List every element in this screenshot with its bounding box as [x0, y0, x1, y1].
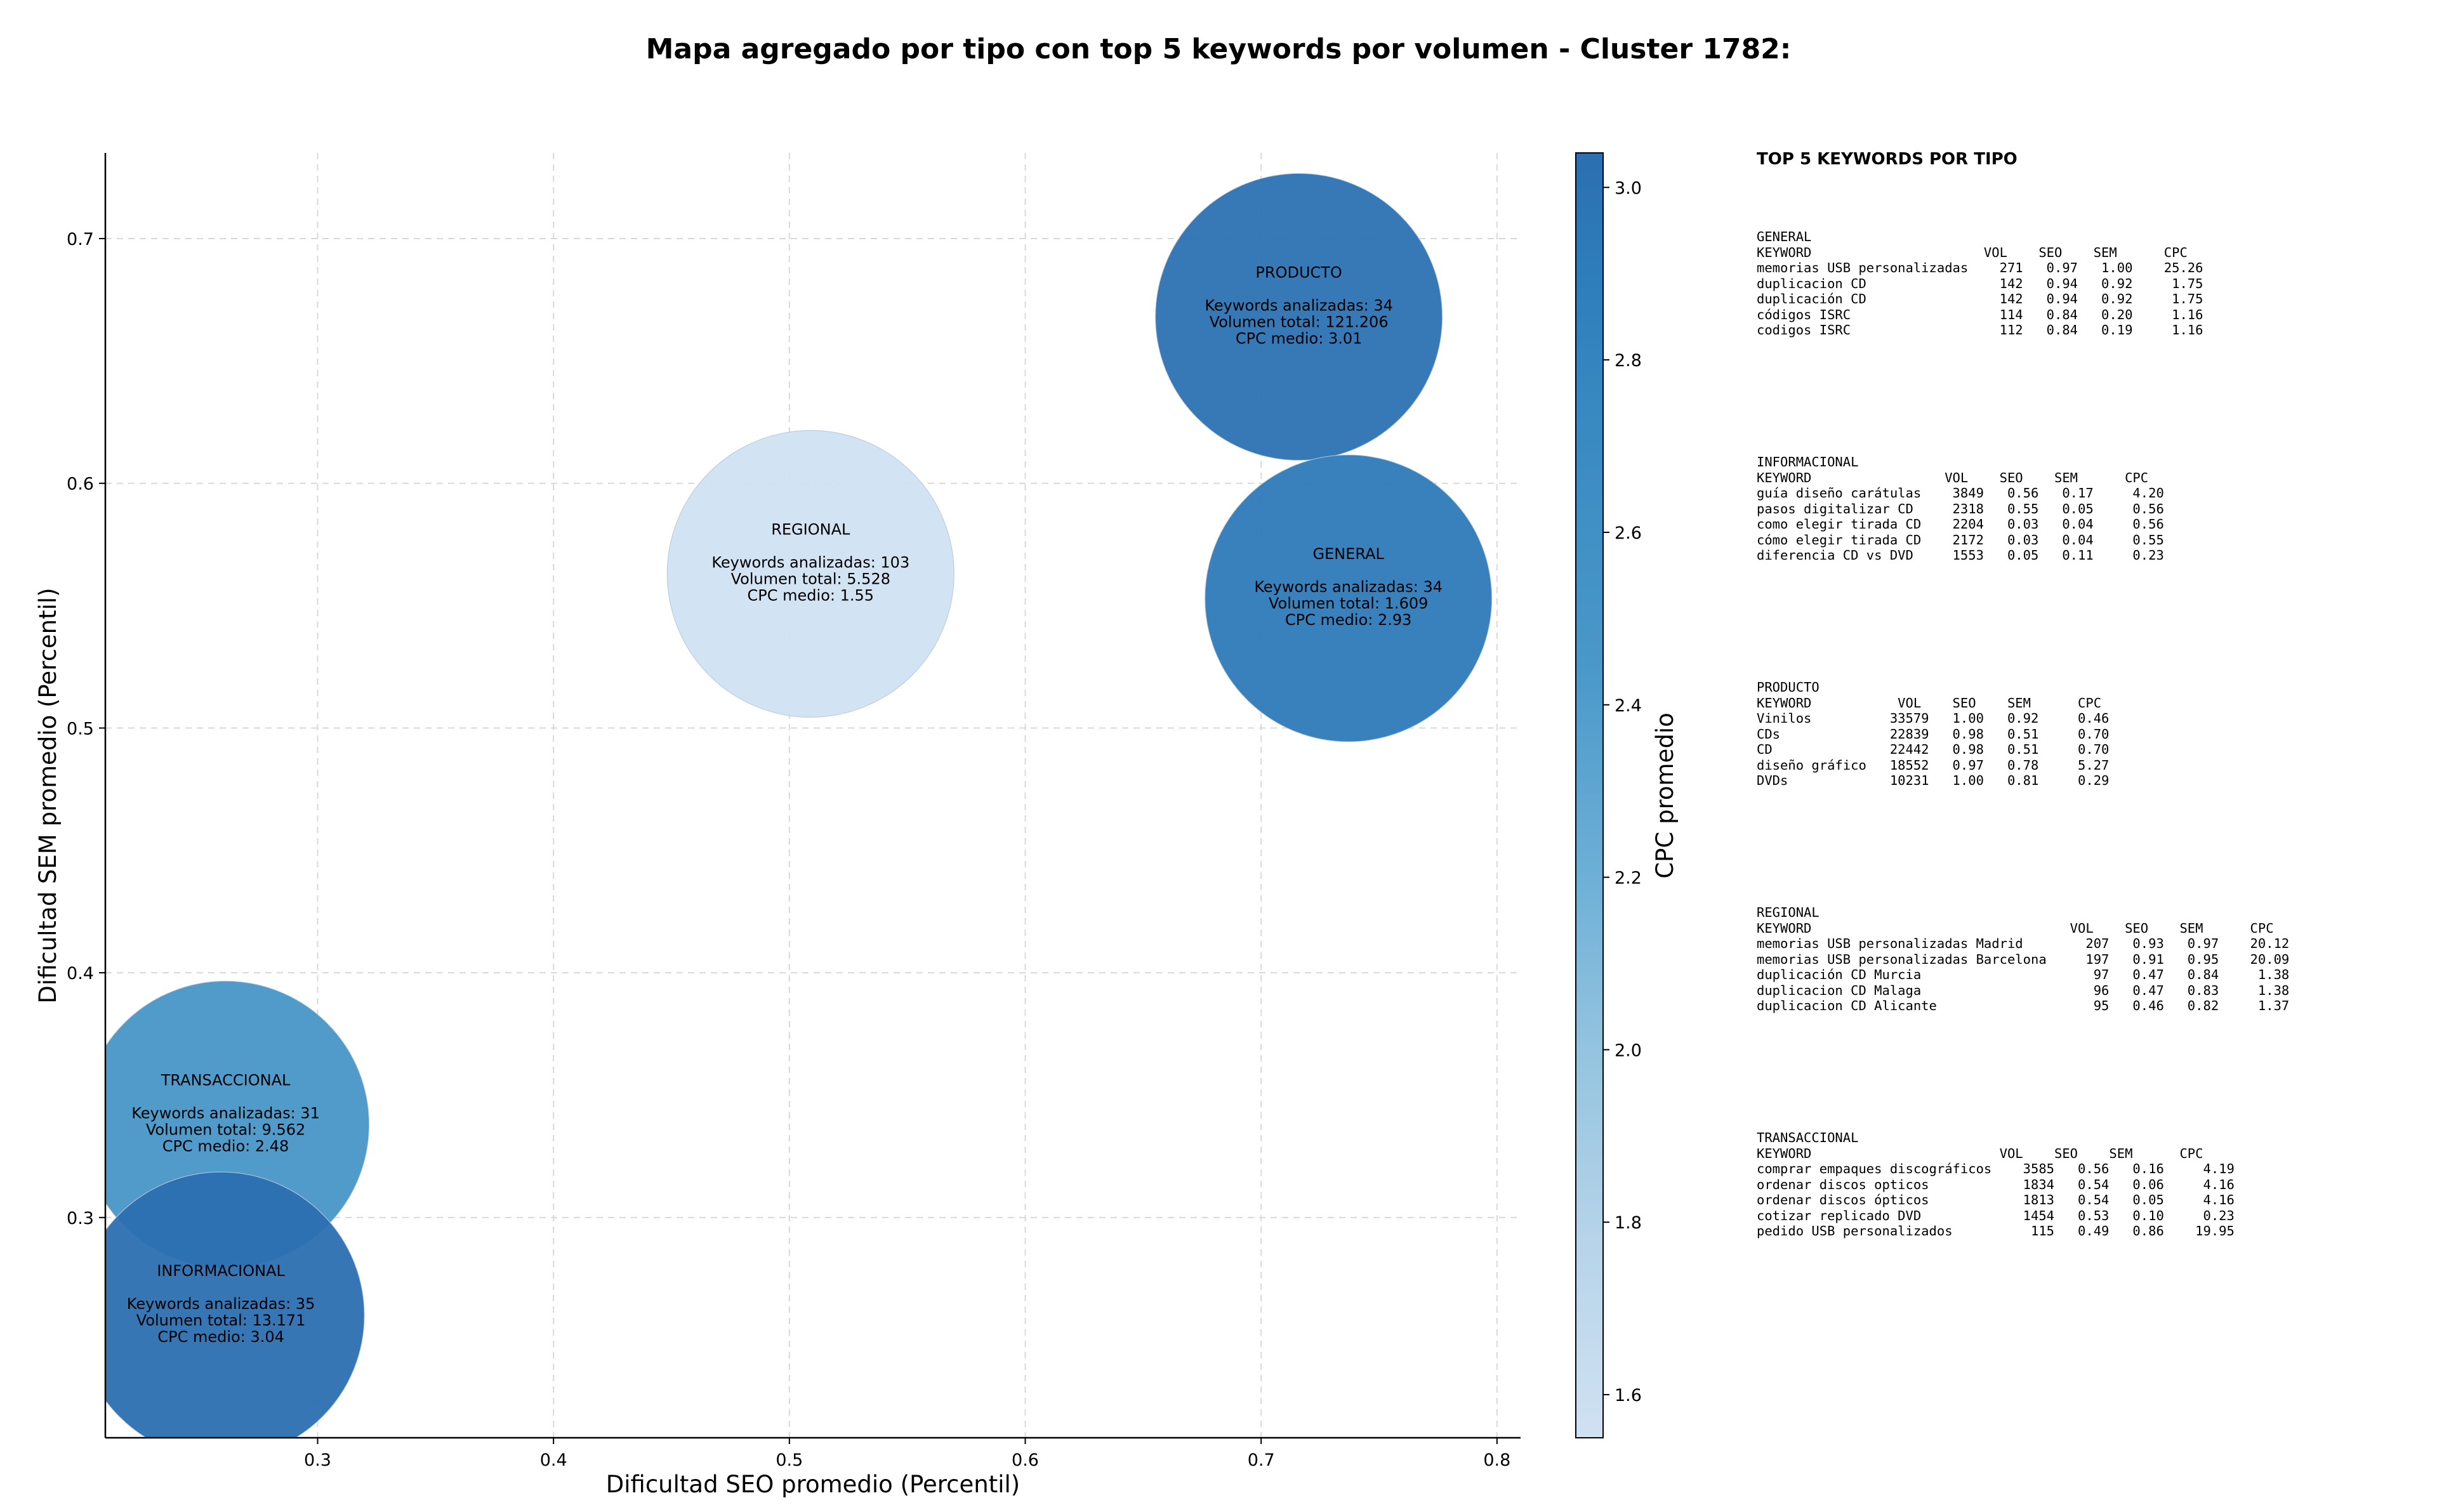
keyword-block-title: REGIONAL	[1757, 905, 1819, 920]
bubble-label-volume-label: Volumen total: 5.528	[731, 570, 890, 588]
bubble-regional	[666, 430, 954, 718]
bubble-label-keywords-label: Keywords analizadas: 34	[1254, 578, 1443, 596]
keyword-table-row: CDs 22839 0.98 0.51 0.70	[1757, 726, 2110, 742]
bubble-label-volume-label: Volumen total: 13.171	[136, 1311, 306, 1329]
colorbar-tick-label: 2.6	[1615, 523, 1642, 543]
bubble-label-cpc-label: CPC medio: 3.01	[1236, 329, 1363, 347]
bubbles	[105, 173, 1493, 1438]
x-tick-label: 0.8	[1483, 1450, 1510, 1470]
keyword-block-title: INFORMACIONAL	[1757, 454, 1859, 470]
keyword-table-row: cotizar replicado DVD 1454 0.53 0.10 0.2…	[1757, 1207, 2235, 1223]
keyword-table-row: como elegir tirada CD 2204 0.03 0.04 0.5…	[1757, 516, 2164, 532]
keyword-table-header: KEYWORD VOL SEO SEM CPC	[1757, 470, 2149, 485]
keyword-block-regional: REGIONAL KEYWORD VOL SEO SEM CPC memorias …	[1757, 905, 2429, 1130]
keyword-block-general: GENERAL KEYWORD VOL SEO SEM CPC memorias U…	[1757, 229, 2429, 454]
keyword-table-header: KEYWORD VOL SEO SEM CPC	[1757, 695, 2102, 711]
colorbar-tick-label: 2.2	[1615, 869, 1642, 888]
bubble-producto	[1155, 173, 1443, 461]
bubble-label-keywords-label: Keywords analizadas: 35	[127, 1295, 315, 1313]
colorbar-tick-label: 1.6	[1615, 1386, 1642, 1405]
y-tick-label: 0.7	[67, 230, 94, 249]
keyword-table-row: CD 22442 0.98 0.51 0.70	[1757, 742, 2110, 757]
keyword-table-row: ordenar discos opticos 1834 0.54 0.06 4.…	[1757, 1176, 2235, 1192]
colorbar-gradient	[1575, 152, 1604, 1438]
bubble-informacional	[105, 1171, 365, 1438]
top-keywords-title: TOP 5 KEYWORDS POR TIPO	[1757, 150, 2018, 169]
bubble-label-cpc-label: CPC medio: 3.04	[157, 1328, 284, 1346]
bubble-label-cpc-label: CPC medio: 2.93	[1285, 611, 1412, 629]
x-axis-label: Dificultad SEO promedio (Percentil)	[606, 1471, 1020, 1498]
keyword-table-row: diferencia CD vs DVD 1553 0.05 0.11 0.23	[1757, 548, 2164, 563]
x-tick-label: 0.3	[304, 1450, 331, 1470]
keyword-table-row: códigos ISRC 114 0.84 0.20 1.16	[1757, 306, 2203, 322]
keyword-table-row: duplicacion CD Alicante 95 0.46 0.82 1.3…	[1757, 998, 2290, 1013]
colorbar-tick-label: 1.8	[1615, 1213, 1642, 1233]
keyword-table-row: pasos digitalizar CD 2318 0.55 0.05 0.56	[1757, 501, 2164, 516]
y-tick-label: 0.5	[67, 719, 94, 739]
bubble-label-volume-label: Volumen total: 1.609	[1269, 595, 1428, 612]
keyword-block-producto: PRODUCTO KEYWORD VOL SEO SEM CPC Vinilos 3…	[1757, 680, 2429, 905]
keyword-table-header: KEYWORD VOL SEO SEM CPC	[1757, 920, 2274, 936]
colorbar-tick-label: 3.0	[1615, 178, 1642, 198]
keyword-table-row: comprar empaques discográficos 3585 0.56…	[1757, 1161, 2235, 1176]
keyword-table-row: duplicacion CD 142 0.94 0.92 1.75	[1757, 275, 2203, 291]
keyword-table-row: duplicación CD 142 0.94 0.92 1.75	[1757, 291, 2203, 306]
x-tick-label: 0.4	[540, 1450, 567, 1470]
keyword-block-title: PRODUCTO	[1757, 680, 1819, 695]
top-keywords-panel: TOP 5 KEYWORDS POR TIPO GENERAL KEYWORD V…	[1757, 150, 2429, 1355]
keyword-block-transaccional: TRANSACCIONAL KEYWORD VOL SEO SEM CPC comp…	[1757, 1130, 2429, 1355]
bubble-label-name: REGIONAL	[771, 520, 850, 538]
keyword-table-row: DVDs 10231 1.00 0.81 0.29	[1757, 773, 2110, 788]
chart-title: Mapa agregado por tipo con top 5 keyword…	[645, 33, 1792, 65]
bubble-label-keywords-label: Keywords analizadas: 31	[131, 1104, 320, 1122]
y-tick-label: 0.6	[67, 475, 94, 494]
keyword-table-row: codigos ISRC 112 0.84 0.19 1.16	[1757, 322, 2203, 338]
colorbar-tick-label: 2.0	[1615, 1041, 1642, 1060]
keyword-table-row: duplicación CD Murcia 97 0.47 0.84 1.38	[1757, 967, 2290, 982]
y-tick-label: 0.3	[67, 1209, 94, 1228]
x-tick-label: 0.6	[1012, 1450, 1039, 1470]
bubble-label-name: GENERAL	[1312, 545, 1384, 563]
x-tick-label: 0.5	[776, 1450, 803, 1470]
colorbar: 1.6 1.8 2.0 2.2 2.4 2.6 2.8 3.0	[1575, 152, 1642, 1438]
keyword-table-row: pedido USB personalizados 115 0.49 0.86 …	[1757, 1223, 2235, 1239]
bubble-label-volume-label: Volumen total: 121.206	[1210, 313, 1389, 331]
keyword-table-row: diseño gráfico 18552 0.97 0.78 5.27	[1757, 757, 2110, 773]
keyword-table-row: Vinilos 33579 1.00 0.92 0.46	[1757, 711, 2110, 726]
axes: 0.3 0.4 0.5 0.6 0.7 0.8 0.3 0.4 0.5 0.6 0.7	[67, 153, 1521, 1470]
bubble-label-name: TRANSACCIONAL	[161, 1071, 291, 1089]
bubble-label-keywords-label: Keywords analizadas: 34	[1205, 296, 1393, 314]
keyword-table-header: KEYWORD VOL SEO SEM CPC	[1757, 1145, 2203, 1161]
keyword-table-row: memorias USB personalizadas Barcelona 19…	[1757, 951, 2290, 967]
keyword-table-header: KEYWORD VOL SEO SEM CPC	[1757, 244, 2188, 260]
y-axis-label: Dificultad SEM promedio (Percentil)	[34, 588, 62, 1003]
keyword-table-row: cómo elegir tirada CD 2172 0.03 0.04 0.5…	[1757, 532, 2164, 548]
keyword-block-title: TRANSACCIONAL	[1757, 1130, 1859, 1145]
colorbar-tick-label: 2.8	[1615, 351, 1642, 371]
bubble-label-cpc-label: CPC medio: 2.48	[162, 1137, 289, 1155]
bubble-label-name: PRODUCTO	[1255, 263, 1342, 281]
keyword-table-row: memorias USB personalizadas 271 0.97 1.0…	[1757, 260, 2203, 275]
bubble-label-name: INFORMACIONAL	[157, 1262, 285, 1280]
keyword-table-row: duplicacion CD Malaga 96 0.47 0.83 1.38	[1757, 982, 2290, 998]
bubble-general	[1205, 454, 1493, 742]
keyword-table-row: guía diseño carátulas 3849 0.56 0.17 4.2…	[1757, 485, 2164, 501]
keyword-table-row: ordenar discos ópticos 1813 0.54 0.05 4.…	[1757, 1192, 2235, 1207]
y-tick-label: 0.4	[67, 964, 94, 983]
x-tick-label: 0.7	[1248, 1450, 1275, 1470]
colorbar-label: CPC promedio	[1651, 713, 1679, 878]
keyword-table-row: memorias USB personalizadas Madrid 207 0…	[1757, 936, 2290, 951]
colorbar-tick-label: 2.4	[1615, 696, 1642, 716]
bubble-label-cpc-label: CPC medio: 1.55	[748, 586, 875, 604]
bubble-label-keywords-label: Keywords analizadas: 103	[711, 553, 909, 571]
keyword-block-title: GENERAL	[1757, 229, 1812, 244]
keyword-block-informacional: INFORMACIONAL KEYWORD VOL SEO SEM CPC guía…	[1757, 454, 2429, 680]
bubble-label-volume-label: Volumen total: 9.562	[146, 1121, 305, 1138]
